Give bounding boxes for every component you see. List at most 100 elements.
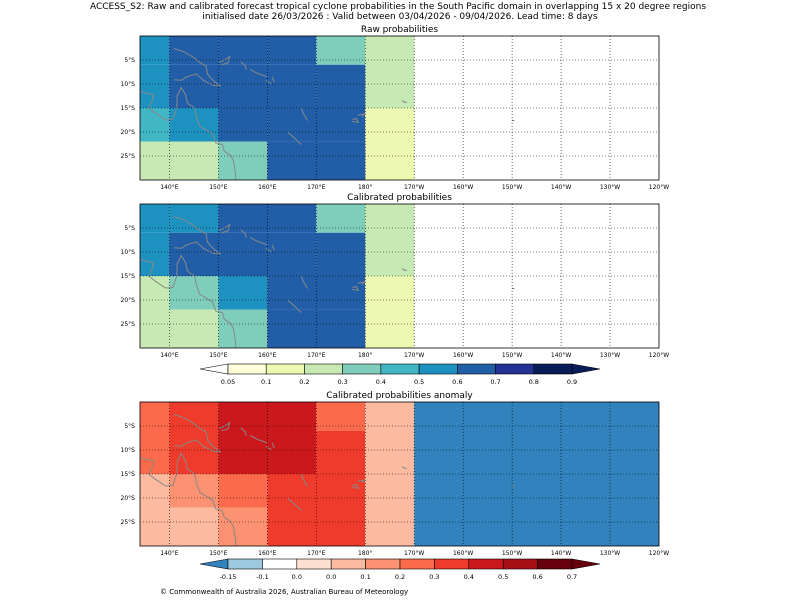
region-cell	[140, 402, 170, 474]
colorbar-under-arrow	[199, 363, 229, 375]
colorbar-tick-label: 0.0	[292, 573, 302, 581]
coastline	[357, 113, 366, 117]
y-tick-label: 10°S	[121, 447, 136, 454]
x-tick-label: 140°E	[160, 352, 178, 359]
x-tick-label: 170°W	[404, 352, 424, 359]
colorbar-tick-label: -0.15	[220, 573, 237, 581]
coastline	[401, 100, 407, 104]
colorbar-segment	[502, 558, 538, 570]
coastline	[173, 414, 222, 453]
y-tick-label: 10°S	[121, 81, 136, 88]
map-frame	[139, 35, 660, 181]
coastline	[351, 286, 360, 292]
x-tick-label: 150°W	[502, 550, 522, 557]
colorbar-segment	[418, 363, 458, 375]
x-tick-label: 160°W	[453, 184, 473, 191]
region-cell	[316, 64, 366, 108]
y-tick-label: 15°S	[121, 105, 136, 112]
coastline	[140, 452, 237, 546]
colorbar-tick-label: 0.05	[221, 378, 235, 386]
coastline	[249, 237, 268, 246]
region-cell	[267, 36, 317, 65]
coastline	[271, 244, 275, 251]
x-tick-label: 150°E	[209, 550, 227, 557]
coastline	[511, 119, 515, 122]
coastline	[287, 300, 302, 313]
x-tick-label: 140°E	[160, 184, 178, 191]
panel-title: Raw probabilities	[361, 25, 439, 35]
coastline	[301, 107, 308, 121]
colorbar-tick-label: 0.1	[261, 378, 271, 386]
coastline	[511, 485, 515, 488]
region-cell	[316, 232, 366, 276]
coastline	[271, 442, 275, 449]
region-cell	[140, 232, 170, 276]
colorbar-over-arrow	[571, 363, 601, 375]
region-cell	[267, 276, 366, 310]
colorbar-tick-label: 0.9	[567, 378, 577, 386]
region-cell	[140, 36, 170, 65]
region-cell	[169, 276, 219, 310]
region-cell	[140, 204, 170, 233]
panel-title: Calibrated probabilities	[347, 193, 452, 203]
coastline	[357, 281, 366, 285]
region-cell	[169, 64, 317, 108]
region-cell	[140, 64, 170, 108]
x-tick-label: 140°W	[551, 352, 571, 359]
colorbar-segment	[533, 363, 573, 375]
x-tick-label: 170°E	[307, 352, 325, 359]
coastline	[140, 254, 237, 348]
colorbar-tick-label: 0.4	[376, 378, 386, 386]
coastline	[173, 216, 222, 255]
region-cell	[169, 232, 317, 276]
coastline	[140, 86, 237, 180]
coastline	[240, 229, 247, 238]
copyright-footer: © Commonwealth of Australia 2026, Austra…	[160, 588, 408, 596]
colorbar-tick-label: 0.5	[414, 378, 424, 386]
x-tick-label: 150°E	[209, 184, 227, 191]
colorbar-segment	[265, 363, 305, 375]
x-tick-label: 160°E	[258, 352, 276, 359]
colorbar-tick-label: 0.6	[452, 378, 462, 386]
coastline	[401, 268, 407, 272]
x-tick-label: 180°	[358, 184, 372, 191]
x-tick-label: 180°	[358, 352, 372, 359]
colorbar-segment	[380, 363, 420, 375]
coastline	[511, 287, 515, 290]
x-tick-label: 140°W	[551, 550, 571, 557]
colorbar-tick-label: 0.8	[529, 378, 539, 386]
colorbar-segment	[365, 558, 401, 570]
region-cell	[218, 309, 268, 348]
coastline	[265, 248, 272, 252]
coastline	[287, 498, 302, 511]
region-cell	[218, 474, 268, 508]
y-tick-label: 15°S	[121, 471, 136, 478]
panel-title: Calibrated probabilities anomaly	[326, 391, 473, 401]
x-tick-label: 120°W	[649, 550, 669, 557]
x-tick-label: 170°W	[404, 184, 424, 191]
region-cell	[169, 204, 219, 233]
region-cell	[316, 36, 366, 65]
region-cell	[218, 507, 268, 546]
coastline	[357, 479, 366, 483]
region-cell	[365, 276, 415, 348]
region-cell	[218, 141, 268, 180]
colorbar-segment	[495, 363, 535, 375]
x-tick-label: 180°	[358, 550, 372, 557]
suptitle-line-1: ACCESS_S2: Raw and calibrated forecast t…	[90, 2, 706, 12]
colorbar-tick-label: 0.1	[360, 573, 370, 581]
raw-probabilities-panel: Raw probabilities 140°E 150°E 160°E 170°E 180…	[121, 25, 670, 191]
colorbar-segment	[468, 558, 504, 570]
x-tick-label: 160°W	[453, 352, 473, 359]
colorbar-tick-label: 0.2	[395, 573, 405, 581]
x-tick-label: 160°E	[258, 550, 276, 557]
x-tick-label: 150°W	[502, 184, 522, 191]
colorbar-segment	[399, 558, 435, 570]
x-tick-label: 170°W	[404, 550, 424, 557]
colorbar-tick-label: 0.3	[429, 573, 439, 581]
coastline	[301, 473, 308, 487]
region-cell	[365, 108, 415, 180]
y-tick-label: 25°S	[121, 519, 136, 526]
colorbar-segment	[457, 363, 496, 375]
colorbar-tick-label: 0.4	[464, 573, 474, 581]
